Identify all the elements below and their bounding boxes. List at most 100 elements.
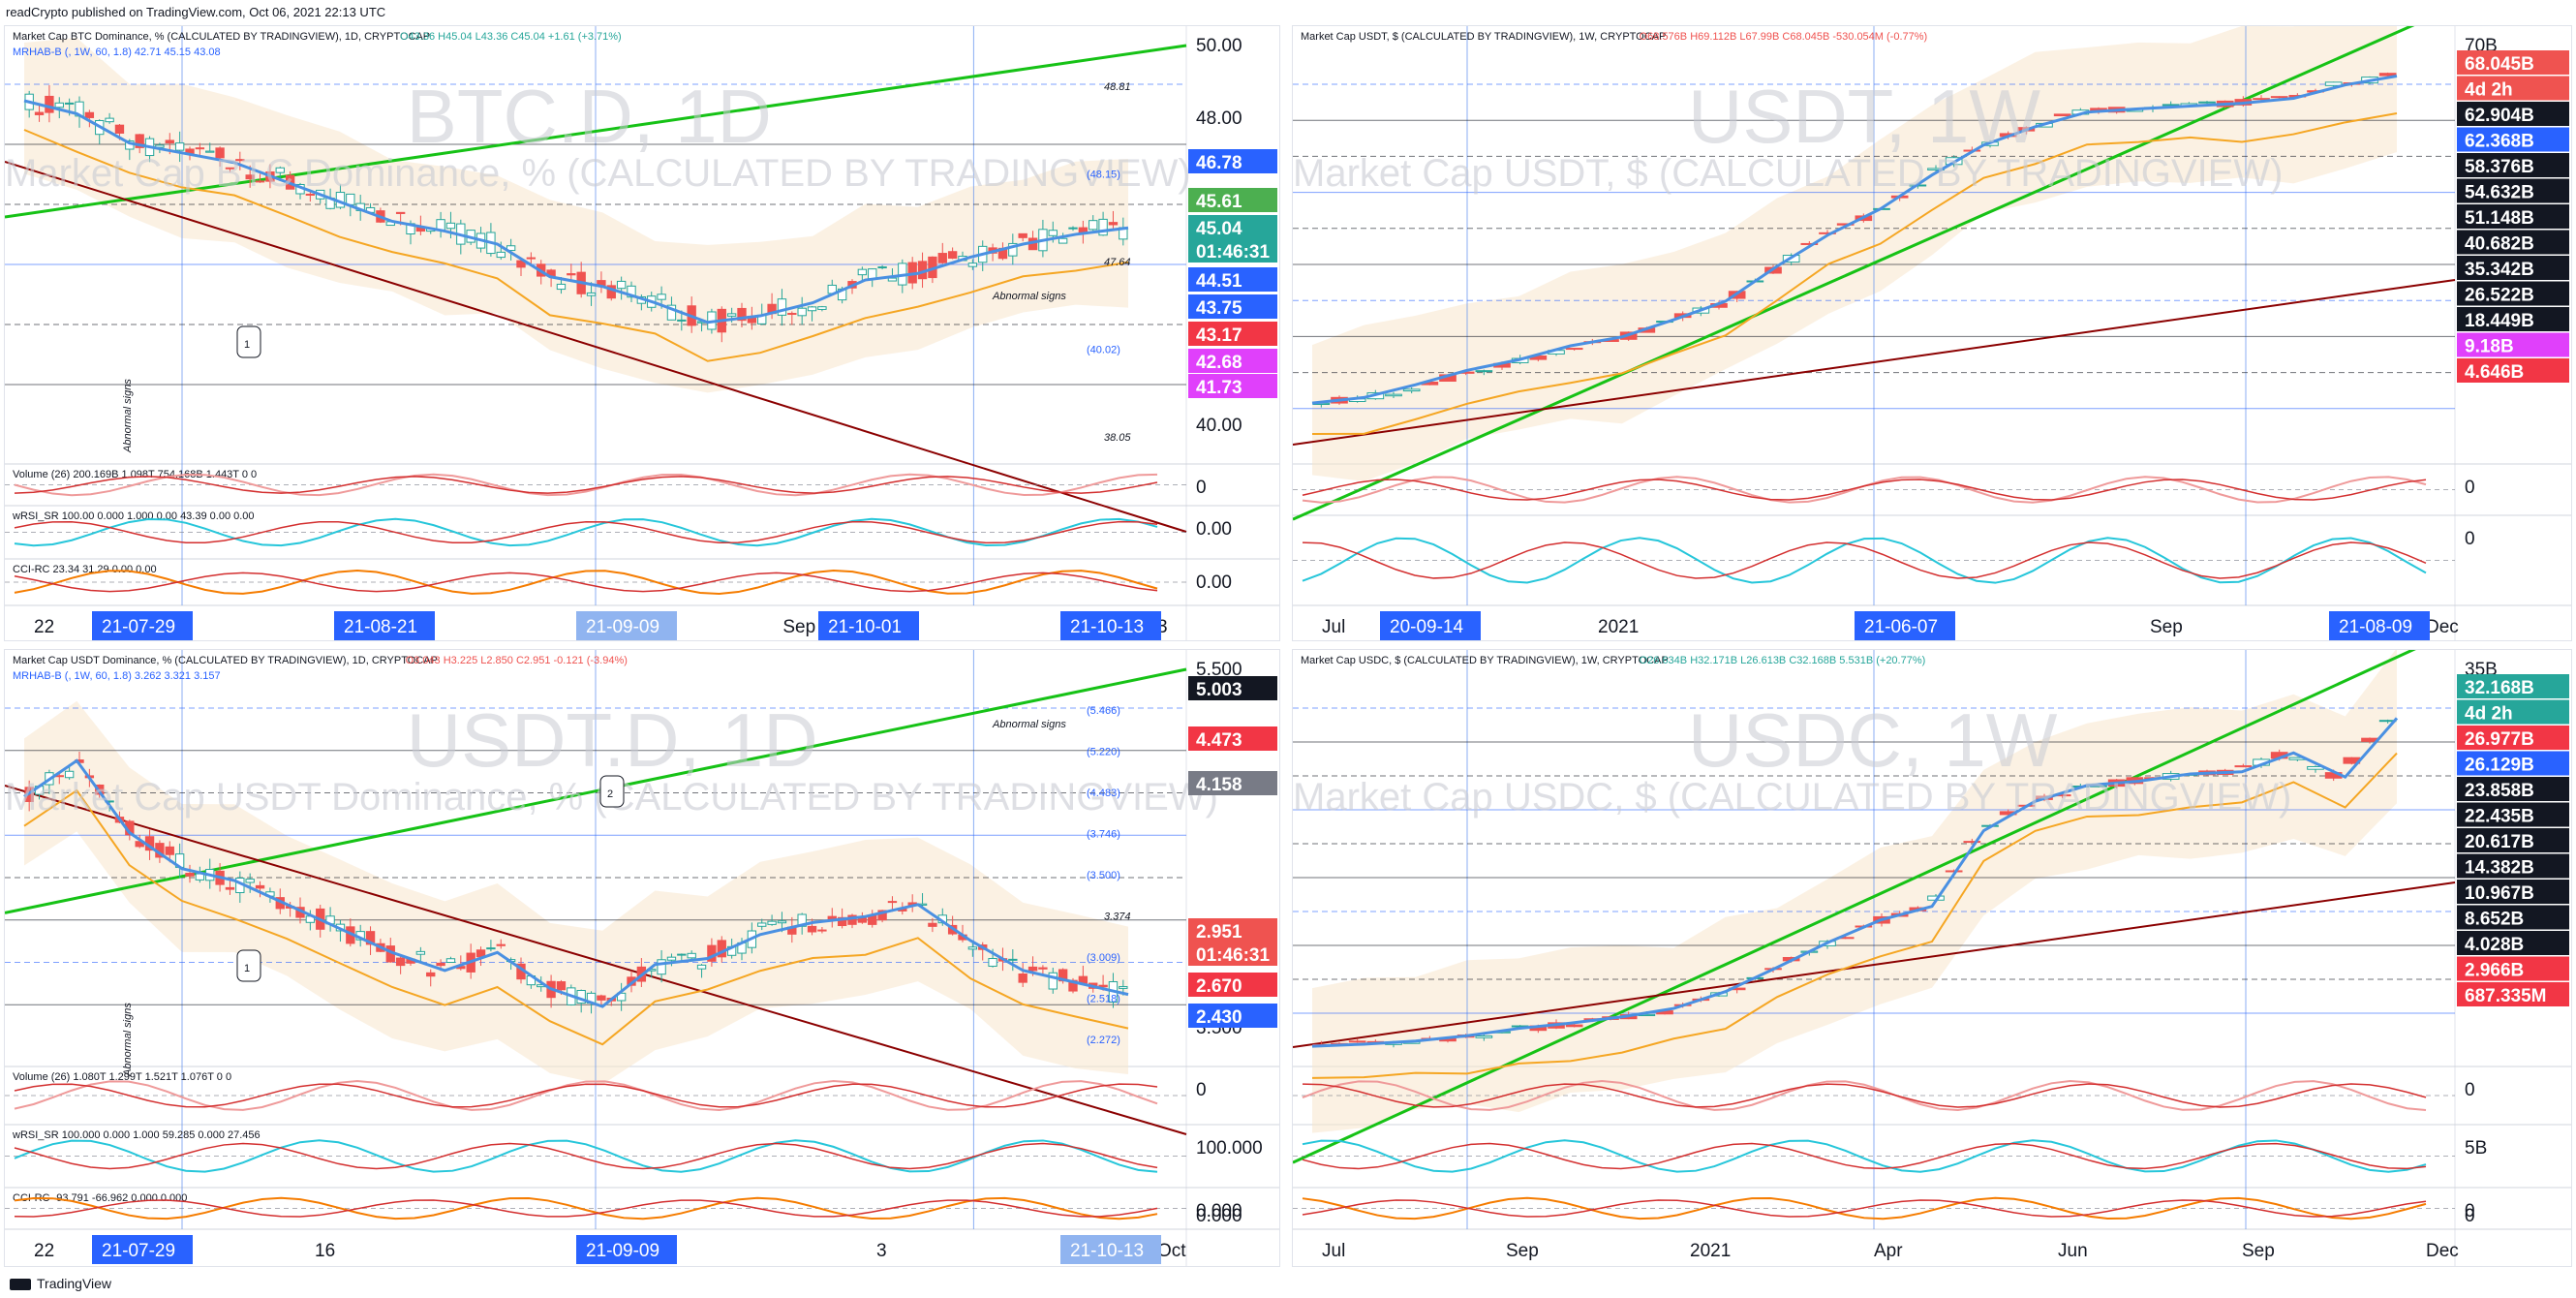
signal-line (14, 1083, 1158, 1108)
subpane-axis-tick: 0.00 (1196, 519, 1232, 540)
candle-up (205, 150, 215, 153)
price-axis-tick: 40.00 (1196, 416, 1242, 436)
green-trendline (5, 44, 1187, 219)
candle-down (245, 174, 255, 180)
ma-line-orange (23, 129, 1129, 362)
annotation-abnormal-signs: Abnormal signs (992, 719, 1066, 730)
price-tag (2457, 699, 2569, 725)
subpane-legend: CCI-RC 23.34 31.29 0.00 0.00 (13, 564, 157, 575)
price-tag-label: 58.376B (2465, 157, 2534, 177)
chart-pane-usdt-market-cap[interactable]: USDT, 1W Market Cap USDT, $ (CALCULATED B… (1292, 25, 2572, 641)
price-tag (2457, 153, 2569, 177)
candle-down (837, 916, 847, 927)
signal-line (1302, 541, 2427, 579)
price-tag-label: 42.68 (1196, 353, 1242, 373)
chart-watermark: BTC.D, 1D (407, 74, 772, 159)
candle-down (1098, 984, 1108, 988)
candle-down (305, 193, 316, 196)
price-tag (2457, 802, 2569, 827)
price-tag-label: 2.951 (1196, 922, 1242, 943)
price-tag (2457, 956, 2569, 981)
signal-line (14, 520, 1158, 544)
candle-down (436, 962, 445, 967)
candle-up (677, 953, 687, 956)
candle-down (1945, 870, 1963, 873)
level-label: 48.81 (1104, 81, 1131, 93)
candle-up (1048, 972, 1058, 990)
candle-up (1098, 218, 1108, 236)
candle-down (2234, 765, 2253, 768)
signal-line (14, 1142, 1158, 1170)
candle-down (2253, 98, 2270, 101)
candle-down (937, 253, 947, 263)
candle-up (1475, 1035, 1493, 1038)
candle-up (105, 117, 114, 123)
chart-pane-btc-dominance[interactable]: BTC.D, 1D Market Cap BTC Dominance, % (CA… (4, 25, 1280, 641)
oscillator-line (1302, 1196, 2427, 1221)
price-tag-label: 4d 2h (2465, 704, 2513, 725)
candle-down (395, 211, 406, 214)
candle-up (677, 319, 687, 322)
ohlc-readout: O43.36 H45.04 L43.36 C45.04 +1.61 (+3.71… (400, 31, 622, 43)
chart-svg: USDT.D, 1D Market Cap USDT Dominance, % (… (5, 650, 1279, 1266)
envelope-band (24, 700, 1128, 1085)
candle-up (1385, 393, 1402, 397)
price-tag-label: 4.028B (2465, 935, 2524, 955)
candle-up (275, 167, 285, 173)
price-tag-label: 14.382B (2465, 858, 2534, 879)
date-tag (576, 1235, 677, 1264)
oscillator-line (14, 473, 1158, 497)
chart-pane-usdt-dominance[interactable]: USDT.D, 1D Market Cap USDT Dominance, % (… (4, 649, 1280, 1267)
price-tag-label: 01:46:31 (1196, 242, 1270, 263)
level-label: 47.64 (1104, 257, 1131, 268)
callout-box (236, 949, 261, 982)
price-tag-label: 43.75 (1196, 298, 1242, 319)
candle-down (215, 147, 225, 159)
chart-watermark-subtitle: Market Cap USDC, $ (CALCULATED BY TRADIN… (1293, 776, 2291, 819)
candle-up (1048, 230, 1058, 236)
price-tag (1188, 726, 1277, 751)
price-tag-label: 4.473 (1196, 730, 1242, 751)
candle-down (185, 873, 195, 877)
price-tag-label: 2.670 (1196, 976, 1242, 997)
price-tag-label: 4d 2h (2465, 80, 2513, 101)
candle-up (967, 946, 978, 950)
candle-down (1963, 841, 1981, 844)
time-axis-tick: Oct (1157, 1241, 1186, 1261)
ma-line-blue (23, 758, 1129, 1008)
red-trendline (1293, 881, 2456, 1048)
price-tag (1188, 267, 1277, 292)
candle-up (2162, 104, 2180, 107)
price-tag (1188, 349, 1277, 373)
candle-down (737, 307, 747, 322)
price-tag-label: 41.73 (1196, 378, 1242, 398)
time-axis-tick: 2021 (1690, 1241, 1731, 1261)
date-tag-label: 21-09-09 (586, 1241, 659, 1261)
chart-pane-usdc-market-cap[interactable]: USDC, 1W Market Cap USDC, $ (CALCULATED B… (1292, 649, 2572, 1267)
date-tag (334, 611, 435, 640)
price-axis-tick: 48.00 (1196, 108, 1242, 129)
candle-down (225, 886, 235, 890)
price-tag (1188, 676, 1277, 700)
price-tag (1188, 215, 1277, 239)
candle-down (395, 957, 406, 967)
envelope-band (24, 38, 1128, 393)
price-tag-label: 9.18B (2465, 337, 2514, 357)
level-label: (3.009) (1087, 952, 1120, 964)
oscillator-line (14, 517, 1158, 547)
ohlc-readout: O68.576B H69.112B L67.99B C68.045B -530.… (1640, 31, 1928, 43)
date-tag-label: 21-08-21 (344, 617, 417, 637)
price-tag (2457, 828, 2569, 852)
signal-line (1302, 1083, 2427, 1108)
price-tag-label: 5.003 (1196, 680, 1242, 700)
price-axis-tick: 5.500 (1196, 660, 1242, 680)
oscillator-line (14, 569, 1158, 595)
callout-label: 1 (244, 963, 250, 974)
candle-up (616, 280, 627, 290)
date-tag (1060, 611, 1161, 640)
green-trendline (1293, 650, 2416, 1164)
time-axis-tick: Sep (782, 617, 815, 637)
level-label: (3.746) (1087, 829, 1120, 841)
price-tag (1188, 771, 1277, 795)
ma-line-blue (1311, 75, 2398, 405)
